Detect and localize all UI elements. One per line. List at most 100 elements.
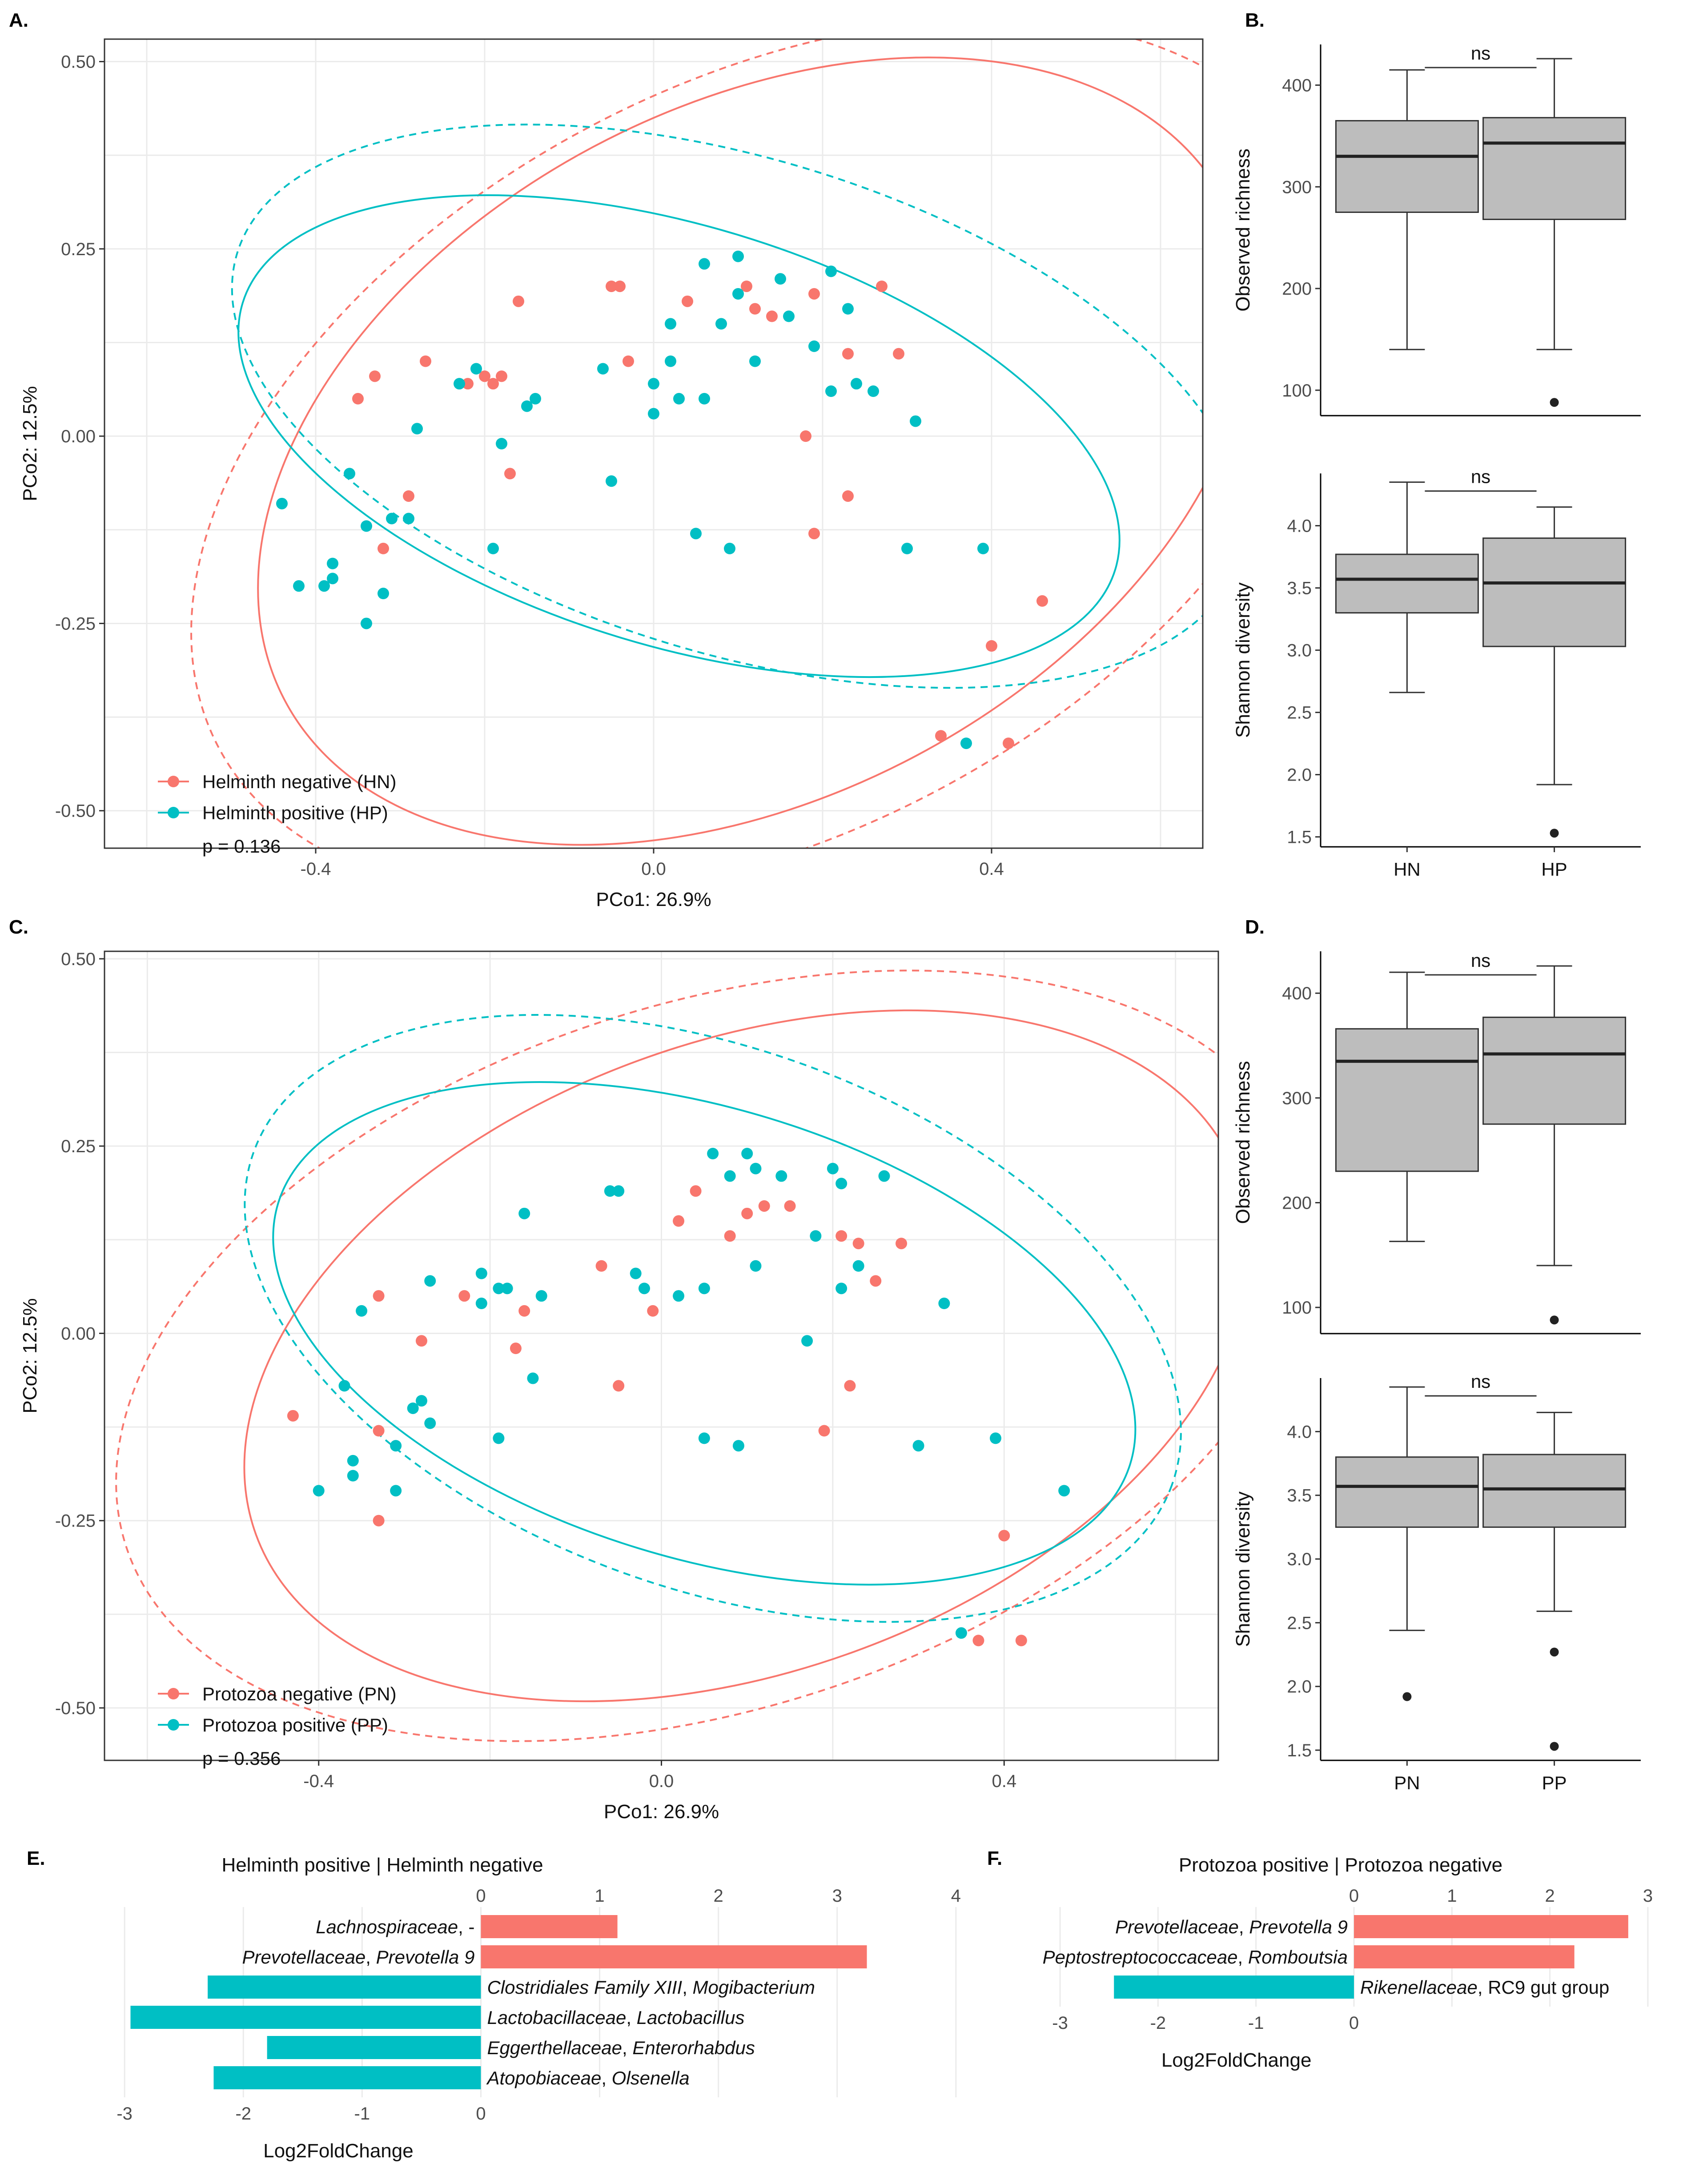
point-pp	[356, 1305, 368, 1317]
point-hp	[411, 423, 423, 435]
iqr-box	[1482, 537, 1627, 647]
point-hn	[352, 393, 364, 405]
iqr-box	[1335, 1456, 1479, 1528]
y-tick-label: 4.0	[1287, 517, 1312, 536]
point-pp	[938, 1298, 950, 1310]
point-hn	[462, 378, 474, 390]
solid-ellipse-red	[257, 56, 1203, 846]
point-pp	[955, 1627, 967, 1639]
point-hp	[293, 580, 305, 592]
genus-name: Olsenella	[612, 2068, 690, 2088]
genus-name: Lactobacillus	[637, 2007, 745, 2028]
outlier-point	[1550, 1315, 1559, 1325]
bottom-tick-label: -1	[1248, 2013, 1264, 2033]
family-name: Atopobiaceae	[486, 2068, 601, 2088]
point-pp	[347, 1455, 359, 1467]
point-hn	[682, 295, 693, 307]
genus-name: Prevotella 9	[1249, 1916, 1348, 1937]
y-tick-label: 400	[1282, 984, 1312, 1003]
y-tick-label: 2.0	[1287, 1677, 1312, 1697]
significance-label: ns	[1471, 466, 1490, 487]
point-pp	[698, 1432, 710, 1444]
label-separator: ,	[1239, 1916, 1249, 1937]
outlier-point	[1402, 1692, 1412, 1701]
bar-label: Atopobiaceae, Olsenella	[486, 2068, 689, 2088]
iqr-box	[1335, 120, 1479, 213]
bar-label: Prevotellaceae, Prevotella 9	[242, 1947, 474, 1968]
point-pn	[458, 1290, 470, 1302]
x-axis-title: Log2FoldChange	[263, 2140, 414, 2162]
point-hn	[876, 281, 888, 293]
y-tick-label: 0.25	[61, 1137, 96, 1156]
point-hp	[496, 438, 507, 449]
significance-label: ns	[1471, 950, 1490, 971]
legend-label: Protozoa negative (PN)	[202, 1683, 397, 1704]
y-tick-label: 200	[1282, 1193, 1312, 1213]
y-tick-label: 1.5	[1287, 1741, 1312, 1760]
panel-label-f: F.	[987, 1847, 1002, 1869]
point-pp	[698, 1282, 710, 1294]
significance-label: ns	[1471, 43, 1490, 64]
point-pn	[690, 1185, 702, 1197]
label-separator: ,	[622, 2037, 632, 2058]
point-pp	[613, 1185, 625, 1197]
point-pp	[878, 1170, 890, 1182]
label-separator: ,	[366, 1947, 376, 1968]
bar-positive	[481, 1945, 867, 1968]
point-hp	[724, 542, 735, 554]
point-hp	[327, 557, 338, 569]
point-pp	[801, 1335, 813, 1347]
boxplot-shannon-helminth: 1.5 2.0 2.5 3.0 3.5 4.0 ns HN HP Shannon diversit…	[1232, 466, 1641, 880]
point-hn	[403, 490, 414, 502]
point-pn	[518, 1305, 530, 1317]
bar-label: Peptostreptococcaceae, Romboutsia	[1043, 1947, 1348, 1968]
panel-label-d: D.	[1245, 916, 1265, 938]
panel-label-c: C.	[9, 916, 28, 938]
legend-label: Helminth negative (HN)	[202, 771, 397, 792]
foldchange-chart-protozoa: Prevotellaceae, Prevotella 9 Peptostrepto…	[1043, 1854, 1653, 2071]
solid-ellipse-red	[243, 1009, 1218, 1703]
y-tick-label: 2.0	[1287, 765, 1312, 785]
x-tick-label: 0.0	[649, 1771, 674, 1791]
point-pn	[373, 1290, 385, 1302]
y-tick-label: 3.0	[1287, 641, 1312, 661]
x-tick-label: -0.4	[301, 859, 331, 879]
y-tick-label: 0.50	[61, 52, 96, 72]
x-axis-title: PCo1: 26.9%	[596, 889, 711, 910]
point-pp	[313, 1485, 325, 1497]
point-hp	[851, 378, 862, 390]
point-hn	[496, 370, 507, 382]
y-tick-label: 0.00	[61, 427, 96, 446]
dashed-ellipse-teal	[244, 1014, 1182, 1623]
point-hn	[623, 355, 634, 367]
label-separator: ,	[1238, 1947, 1248, 1968]
point-pn	[595, 1260, 607, 1272]
point-pp	[338, 1380, 350, 1392]
point-hp	[715, 318, 727, 330]
point-pn	[870, 1275, 882, 1287]
point-hp	[530, 393, 541, 405]
point-pp	[424, 1275, 436, 1287]
dashed-ellipse-red	[190, 39, 1203, 848]
top-tick-label: 2	[1545, 1886, 1555, 1906]
top-tick-label: 3	[1643, 1886, 1653, 1906]
point-pn	[896, 1238, 908, 1250]
point-pp	[673, 1290, 685, 1302]
label-separator: ,	[682, 1977, 692, 1998]
legend-key-point	[168, 776, 179, 787]
point-hp	[386, 513, 398, 525]
point-hp	[606, 475, 617, 487]
point-pp	[527, 1372, 539, 1384]
point-hp	[732, 288, 744, 300]
y-axis-title: Shannon diversity	[1232, 582, 1254, 738]
bottom-tick-label: -2	[235, 2104, 251, 2124]
solid-ellipse-teal	[237, 194, 1121, 678]
point-pp	[810, 1230, 822, 1242]
point-pp	[347, 1470, 359, 1482]
point-hp	[960, 737, 972, 749]
point-pp	[835, 1178, 847, 1190]
point-hn	[487, 378, 499, 390]
panel-label-b: B.	[1245, 9, 1265, 31]
genus-name: Enterorhabdus	[632, 2037, 755, 2058]
top-tick-label: 1	[594, 1886, 604, 1906]
